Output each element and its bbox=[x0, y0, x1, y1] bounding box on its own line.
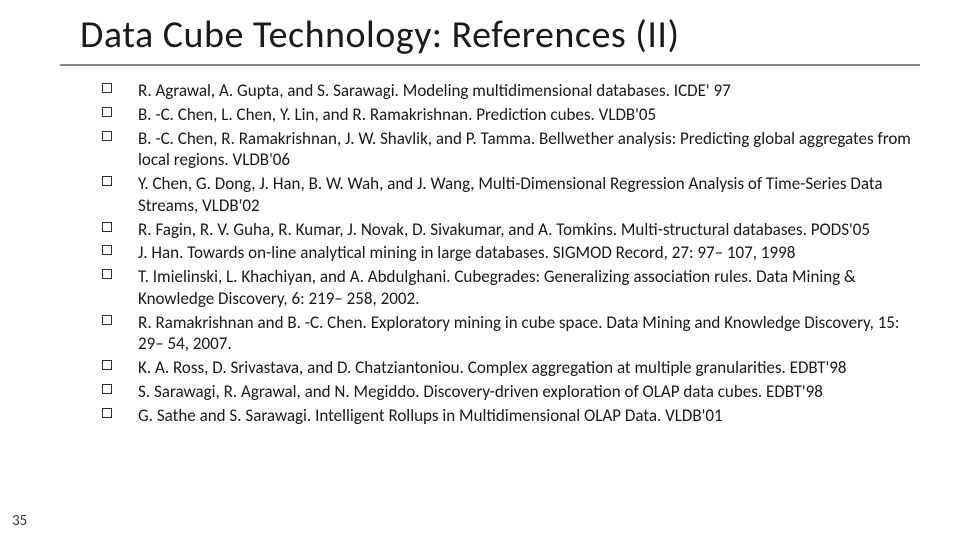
slide: Data Cube Technology: References (II) R.… bbox=[0, 0, 960, 540]
square-bullet-icon bbox=[102, 245, 112, 255]
square-bullet-icon bbox=[102, 131, 112, 141]
title-rule bbox=[60, 64, 920, 66]
list-item: G. Sathe and S. Sarawagi. Intelligent Ro… bbox=[102, 405, 920, 427]
reference-text: R. Fagin, R. V. Guha, R. Kumar, J. Novak… bbox=[138, 219, 870, 240]
square-bullet-icon bbox=[102, 315, 112, 325]
references-list: R. Agrawal, A. Gupta, and S. Sarawagi. M… bbox=[60, 80, 920, 426]
reference-text: J. Han. Towards on-line analytical minin… bbox=[138, 242, 795, 263]
list-item: B. -C. Chen, L. Chen, Y. Lin, and R. Ram… bbox=[102, 104, 920, 126]
reference-text: B. -C. Chen, L. Chen, Y. Lin, and R. Ram… bbox=[138, 104, 656, 125]
square-bullet-icon bbox=[102, 83, 112, 93]
reference-text: B. -C. Chen, R. Ramakrishnan, J. W. Shav… bbox=[138, 128, 911, 171]
reference-text: R. Ramakrishnan and B. -C. Chen. Explora… bbox=[138, 312, 899, 355]
list-item: R. Agrawal, A. Gupta, and S. Sarawagi. M… bbox=[102, 80, 920, 102]
page-number: 35 bbox=[12, 512, 27, 530]
square-bullet-icon bbox=[102, 408, 112, 418]
list-item: R. Ramakrishnan and B. -C. Chen. Explora… bbox=[102, 312, 920, 356]
square-bullet-icon bbox=[102, 269, 112, 279]
square-bullet-icon bbox=[102, 222, 112, 232]
page-title: Data Cube Technology: References (II) bbox=[80, 12, 920, 58]
list-item: R. Fagin, R. V. Guha, R. Kumar, J. Novak… bbox=[102, 219, 920, 241]
list-item: B. -C. Chen, R. Ramakrishnan, J. W. Shav… bbox=[102, 128, 920, 172]
reference-text: R. Agrawal, A. Gupta, and S. Sarawagi. M… bbox=[138, 80, 731, 101]
square-bullet-icon bbox=[102, 107, 112, 117]
reference-text: T. Imielinski, L. Khachiyan, and A. Abdu… bbox=[138, 266, 856, 309]
reference-text: G. Sathe and S. Sarawagi. Intelligent Ro… bbox=[138, 405, 723, 426]
reference-text: K. A. Ross, D. Srivastava, and D. Chatzi… bbox=[138, 357, 847, 378]
list-item: S. Sarawagi, R. Agrawal, and N. Megiddo.… bbox=[102, 381, 920, 403]
square-bullet-icon bbox=[102, 384, 112, 394]
reference-text: Y. Chen, G. Dong, J. Han, B. W. Wah, and… bbox=[138, 173, 882, 216]
square-bullet-icon bbox=[102, 176, 112, 186]
list-item: K. A. Ross, D. Srivastava, and D. Chatzi… bbox=[102, 357, 920, 379]
reference-text: S. Sarawagi, R. Agrawal, and N. Megiddo.… bbox=[138, 381, 823, 402]
list-item: T. Imielinski, L. Khachiyan, and A. Abdu… bbox=[102, 266, 920, 310]
list-item: J. Han. Towards on-line analytical minin… bbox=[102, 242, 920, 264]
list-item: Y. Chen, G. Dong, J. Han, B. W. Wah, and… bbox=[102, 173, 920, 217]
square-bullet-icon bbox=[102, 360, 112, 370]
